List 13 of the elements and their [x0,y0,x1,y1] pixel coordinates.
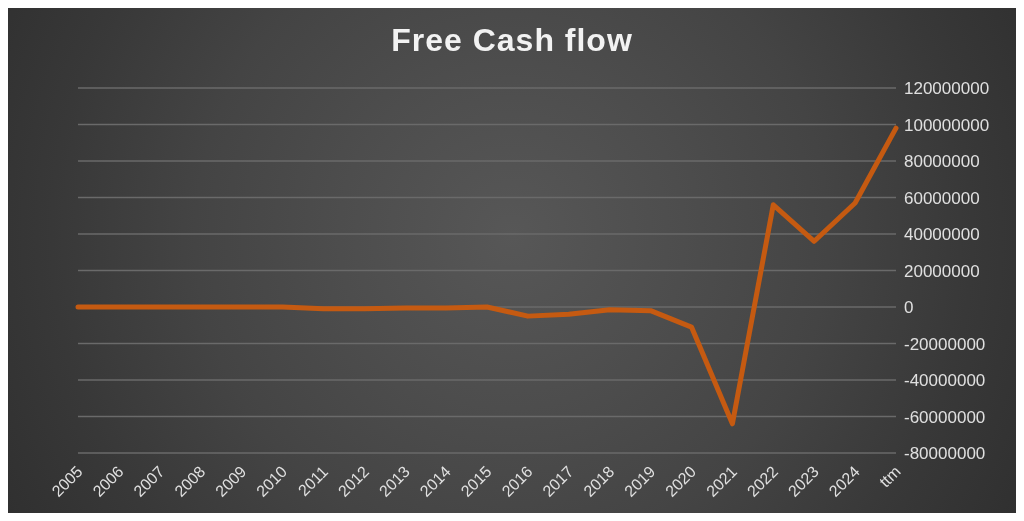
y-tick-label: -40000000 [904,371,986,391]
chart-title: Free Cash flow [390,22,634,59]
y-tick-label: 0 [904,298,914,318]
y-tick-label: 80000000 [904,152,980,172]
y-tick-label: 20000000 [904,261,980,281]
y-tick-label: 40000000 [904,225,980,245]
y-tick-label: -80000000 [904,444,986,464]
y-tick-label: 100000000 [904,115,990,135]
y-tick-label: -60000000 [904,407,986,427]
y-tick-label: -20000000 [904,334,986,354]
y-tick-label: 120000000 [904,79,990,99]
y-tick-label: 60000000 [904,188,980,208]
x-tick-label: ttm [876,462,904,491]
